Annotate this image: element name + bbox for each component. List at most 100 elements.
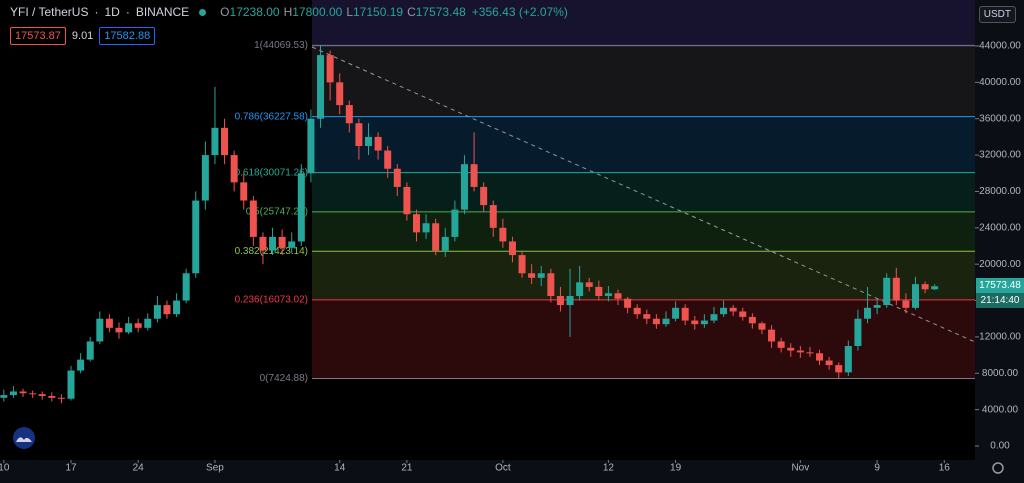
logo-icon <box>16 437 32 442</box>
candle-body <box>19 391 27 394</box>
candle-body <box>912 284 920 308</box>
countdown: 21:14:40 <box>976 293 1024 309</box>
candle-body <box>192 200 200 274</box>
candle-body <box>326 55 334 83</box>
fib-band <box>312 211 975 252</box>
candle-body <box>432 223 440 251</box>
candle-body <box>451 209 459 237</box>
candle-body <box>672 307 680 319</box>
interval: 1D <box>104 5 120 19</box>
trend-line <box>311 46 976 343</box>
candle-body <box>86 341 94 360</box>
candle-body <box>864 307 872 319</box>
bid[interactable]: 17573.87 <box>10 27 66 45</box>
candle-body <box>460 164 468 210</box>
candle-body <box>153 305 161 319</box>
ohlc-key: L <box>346 5 353 19</box>
fib-band <box>312 299 975 379</box>
ohlc-value: 17150.19 <box>353 5 404 19</box>
fib-band <box>312 251 975 300</box>
ask[interactable]: 17582.88 <box>99 27 156 45</box>
ohlc-value: 17573.48 <box>415 5 466 19</box>
candle-body <box>374 136 382 151</box>
candle-body <box>77 359 85 371</box>
candle-body <box>825 360 833 366</box>
candle-body <box>125 323 133 333</box>
candle-body <box>365 136 373 146</box>
candle-body <box>720 307 728 315</box>
y-tick-label: 44000.00 <box>979 41 1021 52</box>
candle-body <box>221 127 229 156</box>
candle-body <box>777 341 785 348</box>
candle-body <box>57 397 65 399</box>
fib-band <box>312 172 975 212</box>
candle-body <box>921 284 929 290</box>
candle-body <box>662 318 670 325</box>
candle-body <box>537 273 545 278</box>
candle-body <box>336 82 344 106</box>
candle-body <box>307 118 315 174</box>
candle-body <box>144 318 152 328</box>
candle-body <box>211 127 219 156</box>
candle-body <box>259 236 267 251</box>
ohlc-value: 17238.00 <box>229 5 280 19</box>
y-tick-label: 40000.00 <box>979 77 1021 88</box>
y-tick-label: 24000.00 <box>979 222 1021 233</box>
candle-body <box>806 352 814 354</box>
candle-body <box>883 277 891 306</box>
fib-group: 1(44069.53) 0.786(36227.58) 0.618(30071.26… <box>235 40 975 384</box>
fib-label: 0.618(30071.26) <box>235 167 308 178</box>
candle-body <box>585 282 593 287</box>
candle-body <box>508 241 516 256</box>
candle-body <box>816 353 824 361</box>
candle-body <box>249 200 257 237</box>
header: YFI / TetherUS · 1D · BINANCE O17238.00 H17… <box>10 5 568 19</box>
x-tick-label: Oct <box>495 463 511 474</box>
y-tick-label: 32000.00 <box>979 150 1021 161</box>
y-tick-label: 28000.00 <box>979 186 1021 197</box>
spread: 9.01 <box>71 30 94 42</box>
candle-body <box>489 205 497 228</box>
y-tick-label: 12000.00 <box>979 332 1021 343</box>
candle-body <box>67 370 75 399</box>
candle-body <box>556 296 564 306</box>
candle-body <box>412 214 420 233</box>
y-tick-label: 20000.00 <box>979 259 1021 270</box>
ohlc-key: C <box>407 5 416 19</box>
x-tick-label: 10 <box>0 463 10 474</box>
settings-icon[interactable] <box>992 462 1004 474</box>
candle-body <box>48 396 56 398</box>
candle-body <box>163 305 171 315</box>
candle-body <box>0 395 8 398</box>
candle-body <box>768 329 776 342</box>
currency[interactable]: USDT <box>978 6 1016 23</box>
candle-body <box>729 307 737 312</box>
candle-body <box>624 298 632 308</box>
fib-band <box>312 45 975 117</box>
candle-body <box>105 318 113 328</box>
candle-body <box>614 293 622 299</box>
candle-body <box>441 236 449 251</box>
candle-body <box>844 346 852 373</box>
candle-body <box>787 347 795 351</box>
y-tick-label: 0.00 <box>990 441 1010 452</box>
candle-body <box>9 391 17 396</box>
candle-body <box>691 320 699 325</box>
fib-label: 0.382(21423.14) <box>235 246 308 257</box>
candle-body <box>278 236 286 248</box>
candle-body <box>403 186 411 215</box>
candle-body <box>269 236 277 251</box>
candle-body <box>393 168 401 187</box>
candle-body <box>182 273 190 301</box>
x-tick-label: 24 <box>133 463 145 474</box>
x-tick-label: 19 <box>670 463 682 474</box>
quote-row: 17573.87 9.01 17582.88 <box>10 27 156 45</box>
candle-body <box>873 305 881 308</box>
x-tick-label: 12 <box>603 463 615 474</box>
candle-body <box>576 282 584 296</box>
candle-body <box>201 155 209 201</box>
x-tick-label: Sep <box>206 463 224 474</box>
candle-body <box>681 307 689 321</box>
symbol: YFI / TetherUS <box>10 5 89 19</box>
ohlc: O17238.00 H17800.00 L17150.19 C17573.48 <box>216 5 466 19</box>
